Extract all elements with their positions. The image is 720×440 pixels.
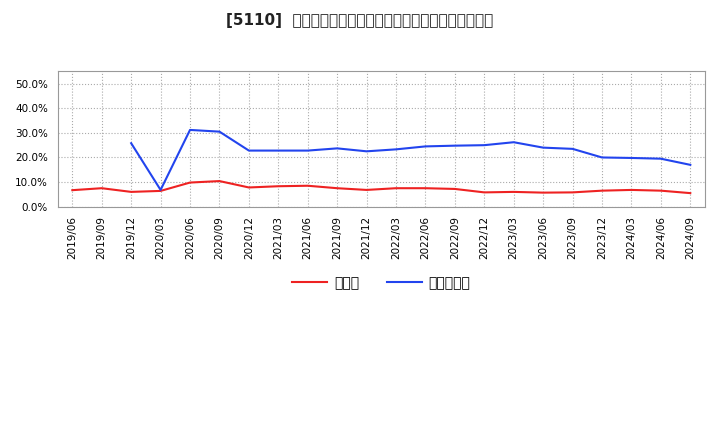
現預金	[539, 190, 547, 195]
有利子負債	[568, 146, 577, 151]
現預金	[657, 188, 665, 193]
有利子負債	[539, 145, 547, 150]
現預金	[333, 186, 341, 191]
現預金	[451, 186, 459, 191]
現預金	[215, 179, 224, 184]
現預金	[480, 190, 489, 195]
有利子負債	[215, 129, 224, 134]
有利子負債	[598, 155, 606, 160]
有利子負債	[362, 149, 371, 154]
現預金	[97, 186, 106, 191]
有利子負債	[510, 139, 518, 145]
現預金	[303, 183, 312, 188]
Line: 有利子負債: 有利子負債	[131, 130, 690, 190]
有利子負債	[480, 143, 489, 148]
Legend: 現預金, 有利子負債: 現預金, 有利子負債	[287, 271, 476, 296]
現預金	[156, 188, 165, 194]
現預金	[598, 188, 606, 193]
有利子負債	[333, 146, 341, 151]
有利子負債	[186, 127, 194, 132]
有利子負債	[274, 148, 283, 153]
現預金	[186, 180, 194, 185]
有利子負債	[245, 148, 253, 153]
現預金	[362, 187, 371, 193]
現預金	[274, 183, 283, 189]
有利子負債	[451, 143, 459, 148]
有利子負債	[627, 155, 636, 161]
現預金	[392, 186, 400, 191]
現預金	[127, 189, 135, 194]
Line: 現預金: 現預金	[72, 181, 690, 193]
有利子負債	[392, 147, 400, 152]
現預金	[568, 190, 577, 195]
現預金	[627, 187, 636, 193]
有利子負債	[657, 156, 665, 161]
現預金	[686, 191, 695, 196]
有利子負債	[156, 187, 165, 193]
有利子負債	[127, 140, 135, 146]
有利子負債	[421, 144, 430, 149]
有利子負債	[686, 162, 695, 168]
Text: [5110]  現預金、有利子負債の総資産に対する比率の推移: [5110] 現預金、有利子負債の総資産に対する比率の推移	[226, 13, 494, 28]
現預金	[421, 186, 430, 191]
有利子負債	[303, 148, 312, 153]
現預金	[245, 185, 253, 190]
現預金	[68, 187, 76, 193]
現預金	[510, 189, 518, 194]
